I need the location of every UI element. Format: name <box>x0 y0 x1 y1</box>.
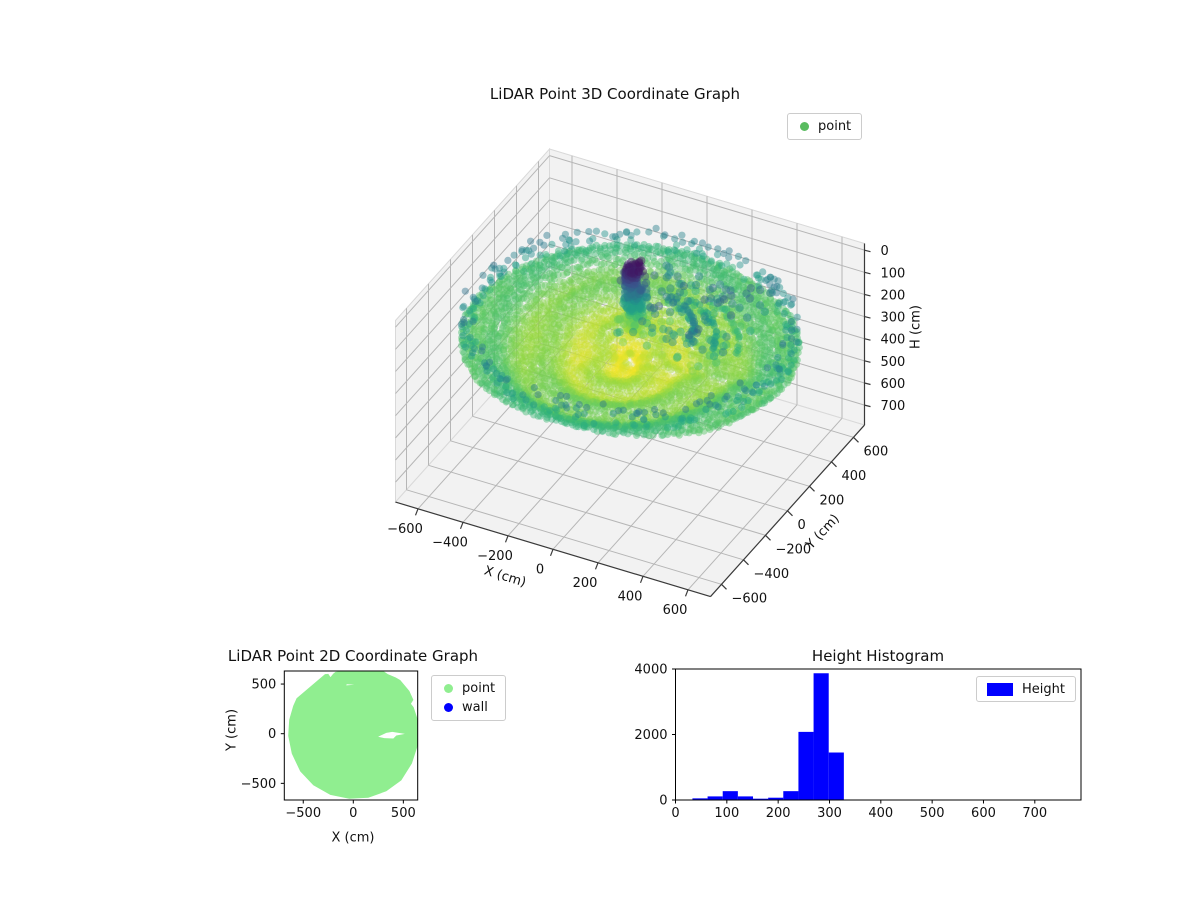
y-tick-label: 0 <box>798 518 806 533</box>
tick-label: 2000 <box>634 728 667 743</box>
x-tick-label: 400 <box>618 589 643 604</box>
z-tick-label: 600 <box>881 377 906 392</box>
tick-label: −500 <box>241 777 277 792</box>
x-tick-label: −400 <box>432 535 468 550</box>
x-tick-label: 600 <box>663 603 688 618</box>
histogram-graphics: 0 100 200 300 400 500 600 700 0 2000 4000 <box>634 663 1082 821</box>
y-tick-label: 200 <box>820 493 845 508</box>
histogram-bar <box>813 673 829 800</box>
plot2d-graphics: −500 0 500 500 0 −500 <box>241 670 419 821</box>
x-tick-label: 0 <box>536 562 544 577</box>
tick-label: 500 <box>251 678 276 693</box>
histogram-bar <box>828 752 844 800</box>
histogram-bar <box>783 791 799 800</box>
z-tick-label: 300 <box>881 311 906 326</box>
plot2d-xaxis-label: X (cm) <box>331 830 375 846</box>
tick-label: 500 <box>920 806 945 821</box>
histogram-bar <box>737 796 754 800</box>
point-legend-marker-icon <box>444 684 453 693</box>
histogram-title: Height Histogram <box>811 647 945 665</box>
height-legend-label: Height <box>1022 681 1065 697</box>
histogram-bar <box>798 731 814 800</box>
z-tick-label: 400 <box>881 333 906 348</box>
histogram-bar <box>722 791 738 800</box>
tick-label: 300 <box>817 806 842 821</box>
y-tick-label: 600 <box>864 444 889 459</box>
plot3d-title: LiDAR Point 3D Coordinate Graph <box>489 85 741 103</box>
z-tick-label: 0 <box>881 244 889 259</box>
tick-label: 700 <box>1022 806 1047 821</box>
tick-label: −500 <box>285 806 321 821</box>
tick-label: 600 <box>971 806 996 821</box>
plot2d-yaxis-label: Y (cm) <box>224 708 240 752</box>
histogram-bar <box>692 798 708 800</box>
histogram-bar <box>753 798 769 800</box>
tick-label: 500 <box>391 806 416 821</box>
histogram-legend: Height <box>976 676 1076 702</box>
z-tick-label: 700 <box>881 399 906 414</box>
x-tick-label: 200 <box>573 576 598 591</box>
tick-label: 0 <box>659 794 667 809</box>
tick-label: 0 <box>671 806 679 821</box>
y-tick-label: 400 <box>842 469 867 484</box>
wall-legend-marker-icon <box>444 703 453 712</box>
point-legend-label: point <box>818 119 852 134</box>
plot2d-legend: point wall <box>431 675 507 721</box>
x-tick-label: −600 <box>387 522 423 537</box>
y-tick-label: −200 <box>776 542 812 557</box>
tick-label: 200 <box>766 806 791 821</box>
y-tick-label: −400 <box>754 567 790 582</box>
z-tick-label: 100 <box>881 266 906 281</box>
histogram-bar <box>768 797 784 800</box>
tick-label: 4000 <box>634 663 667 678</box>
plot2d-title: LiDAR Point 2D Coordinate Graph <box>227 647 479 665</box>
plot3d-legend: point <box>787 113 863 140</box>
z-tick-label: 500 <box>881 355 906 370</box>
x-tick-label: −200 <box>477 549 513 564</box>
plot3d-graphics: −600 −400 −200 0 200 400 600 600 400 200 0 −200 −400… <box>387 147 906 618</box>
point-legend-label: point <box>462 681 496 696</box>
point-legend-marker-icon <box>800 122 809 131</box>
wall-legend-label: wall <box>462 700 488 715</box>
histogram-bar <box>707 796 723 800</box>
tick-label: 0 <box>268 727 276 742</box>
tick-label: 400 <box>868 806 893 821</box>
y-tick-label: −600 <box>732 591 768 606</box>
tick-label: 0 <box>349 806 357 821</box>
plot3d-zaxis-label: H (cm) <box>908 305 924 349</box>
tick-label: 100 <box>714 806 739 821</box>
height-legend-swatch-icon <box>987 682 1013 696</box>
z-tick-label: 200 <box>881 288 906 303</box>
